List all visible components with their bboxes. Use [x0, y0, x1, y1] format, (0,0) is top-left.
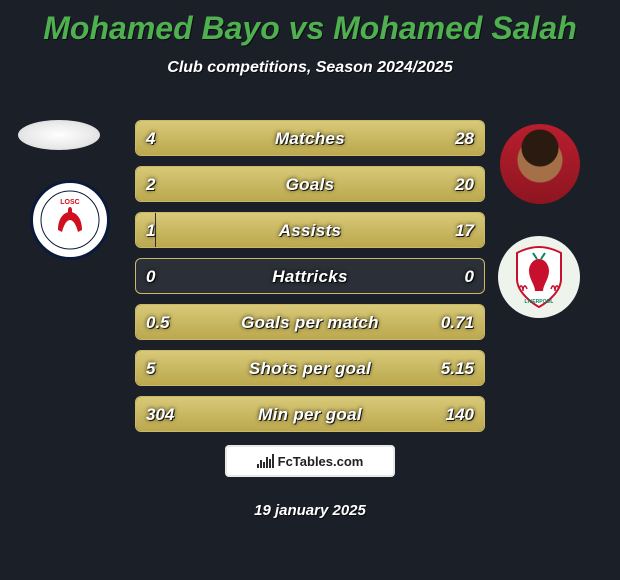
page-title: Mohamed Bayo vs Mohamed Salah — [0, 0, 620, 47]
stat-row: 0.50.71Goals per match — [135, 304, 485, 340]
club-left-badge: LOSC — [30, 180, 110, 260]
stat-label: Hattricks — [136, 259, 484, 294]
footer-brand-chip[interactable]: FcTables.com — [225, 445, 395, 477]
footer-brand-text: FcTables.com — [278, 454, 364, 469]
stat-label: Goals per match — [136, 305, 484, 340]
club-right-badge: LIVERPOOL — [498, 236, 580, 318]
stat-label: Matches — [136, 121, 484, 156]
stat-label: Shots per goal — [136, 351, 484, 386]
stat-row: 220Goals — [135, 166, 485, 202]
chart-icon — [257, 454, 274, 468]
player-left-avatar — [18, 120, 100, 150]
stat-row: 304140Min per goal — [135, 396, 485, 432]
stats-container: 428Matches 220Goals 117Assists 00Hattricks 0… — [135, 120, 485, 442]
svg-text:LOSC: LOSC — [60, 199, 79, 206]
subtitle: Club competitions, Season 2024/2025 — [0, 59, 620, 77]
svg-text:LIVERPOOL: LIVERPOOL — [525, 299, 554, 305]
stat-row: 00Hattricks — [135, 258, 485, 294]
stat-label: Min per goal — [136, 397, 484, 432]
stat-label: Assists — [136, 213, 484, 248]
stat-row: 117Assists — [135, 212, 485, 248]
losc-icon: LOSC — [40, 190, 100, 250]
stat-label: Goals — [136, 167, 484, 202]
date-text: 19 january 2025 — [0, 502, 620, 519]
stat-row: 55.15Shots per goal — [135, 350, 485, 386]
stat-row: 428Matches — [135, 120, 485, 156]
liverpool-icon: LIVERPOOL — [503, 241, 575, 313]
player-right-avatar — [500, 124, 580, 204]
